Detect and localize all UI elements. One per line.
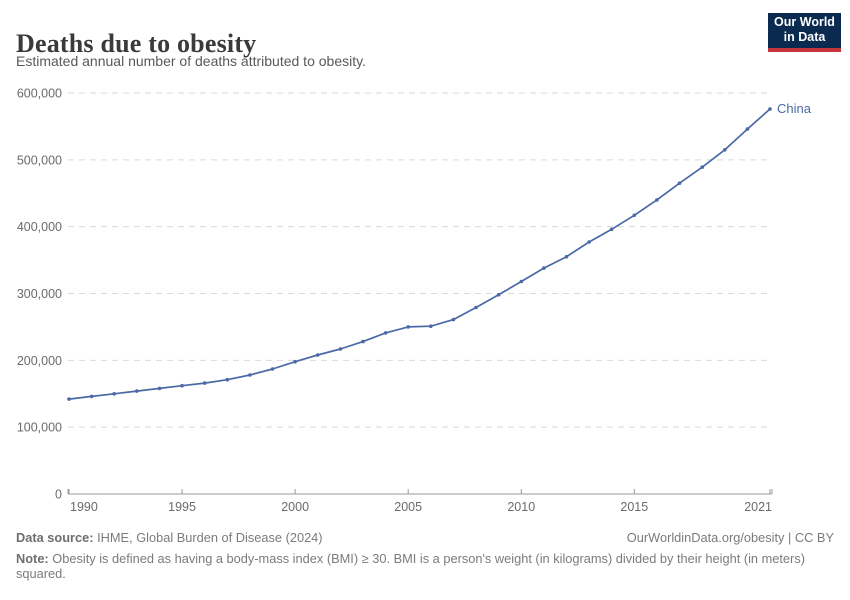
data-point[interactable] bbox=[632, 213, 637, 218]
note-label: Note: bbox=[16, 551, 49, 567]
data-point[interactable] bbox=[429, 324, 433, 328]
data-point[interactable] bbox=[338, 347, 343, 351]
data-point[interactable] bbox=[519, 279, 524, 284]
data-point[interactable] bbox=[406, 325, 411, 329]
data-point[interactable] bbox=[67, 397, 71, 401]
data-source: Data source: IHME, Global Burden of Dise… bbox=[16, 530, 323, 545]
data-point[interactable] bbox=[361, 339, 365, 344]
x-axis-tick-label: 1995 bbox=[168, 500, 196, 514]
data-point[interactable] bbox=[270, 367, 275, 371]
data-point[interactable] bbox=[451, 317, 456, 322]
data-source-value: IHME, Global Burden of Disease (2024) bbox=[93, 530, 323, 545]
data-point[interactable] bbox=[383, 331, 388, 335]
y-axis-tick-label: 200,000 bbox=[17, 354, 62, 368]
line-chart-canvas[interactable]: 0 100,000 200,000 300,000 400,000 500,000 600,… bbox=[0, 80, 850, 525]
data-point[interactable] bbox=[157, 386, 162, 391]
data-point[interactable] bbox=[700, 165, 704, 169]
owid-logo[interactable]: Our World in Data bbox=[768, 13, 841, 52]
x-axis-tick-label: 2015 bbox=[620, 500, 648, 514]
page-title: Deaths due to obesity bbox=[16, 29, 257, 59]
y-axis-tick-label: 0 bbox=[55, 488, 62, 502]
data-point[interactable] bbox=[745, 127, 750, 131]
y-axis-tick-label: 500,000 bbox=[17, 153, 62, 167]
data-point[interactable] bbox=[496, 293, 501, 297]
data-point[interactable] bbox=[655, 198, 659, 202]
x-axis-tick-label: 2000 bbox=[281, 500, 309, 514]
x-axis-tick-label: 2010 bbox=[507, 500, 535, 514]
owid-logo-line1: Our World bbox=[774, 15, 835, 29]
data-point[interactable] bbox=[225, 377, 230, 382]
data-point[interactable] bbox=[293, 359, 297, 364]
x-axis-tick-label: 2005 bbox=[394, 500, 422, 514]
data-point[interactable] bbox=[202, 381, 207, 385]
y-axis-tick-label: 600,000 bbox=[17, 87, 62, 101]
chart-note: Note: Obesity is defined as having a bod… bbox=[16, 551, 834, 581]
data-point[interactable] bbox=[564, 254, 569, 259]
data-point[interactable] bbox=[768, 107, 772, 111]
data-point[interactable] bbox=[542, 266, 546, 270]
x-axis-tick-label: 2021 bbox=[744, 500, 772, 514]
data-point[interactable] bbox=[587, 240, 591, 244]
y-axis-tick-label: 400,000 bbox=[17, 220, 62, 234]
chart-subtitle: Estimated annual number of deaths attrib… bbox=[16, 53, 366, 69]
series-line-china bbox=[68, 108, 771, 400]
data-point[interactable] bbox=[89, 394, 94, 399]
y-axis-tick-label: 100,000 bbox=[17, 421, 62, 435]
chart-footer: Data source: IHME, Global Burden of Dise… bbox=[16, 530, 834, 581]
data-point[interactable] bbox=[315, 353, 320, 357]
data-point[interactable] bbox=[723, 148, 727, 152]
data-point[interactable] bbox=[180, 383, 184, 388]
note-text: Obesity is defined as having a body-mass… bbox=[16, 551, 805, 582]
owid-logo-line2: in Data bbox=[783, 30, 826, 44]
data-point[interactable] bbox=[609, 227, 614, 232]
y-axis-tick-label: 300,000 bbox=[17, 287, 62, 301]
data-point[interactable] bbox=[135, 389, 139, 393]
data-point[interactable] bbox=[112, 392, 116, 396]
data-point[interactable] bbox=[248, 373, 252, 377]
data-point[interactable] bbox=[474, 305, 478, 310]
x-axis-tick-label: 1990 bbox=[70, 500, 98, 514]
license-link[interactable]: OurWorldinData.org/obesity | CC BY bbox=[626, 530, 834, 545]
data-point[interactable] bbox=[677, 181, 682, 185]
series-label-china[interactable]: China bbox=[777, 101, 812, 116]
data-source-label: Data source: bbox=[16, 530, 94, 545]
